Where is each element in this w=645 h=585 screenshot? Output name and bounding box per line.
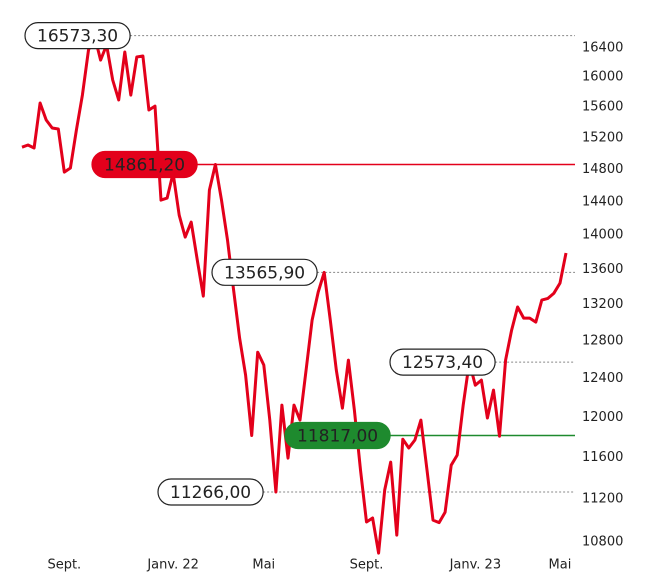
annotation-label: 12573,40 bbox=[402, 353, 483, 373]
annotation-label: 16573,30 bbox=[37, 27, 118, 47]
annotation: 11817,00 bbox=[284, 421, 391, 450]
y-tick-label: 13200 bbox=[582, 297, 623, 312]
annotation-lines bbox=[130, 35, 575, 493]
annotation-box bbox=[157, 478, 264, 506]
annotation: 12573,40 bbox=[389, 348, 496, 376]
y-tick-label: 14800 bbox=[582, 162, 623, 177]
x-tick-label: Sept. bbox=[47, 558, 81, 573]
y-tick-label: 10800 bbox=[582, 534, 623, 549]
y-tick-label: 12400 bbox=[582, 371, 623, 386]
x-tick-label: Mai bbox=[252, 558, 275, 573]
x-tick-label: Janv. 22 bbox=[146, 558, 199, 573]
y-tick-label: 12800 bbox=[582, 334, 623, 349]
y-tick-label: 13600 bbox=[582, 262, 623, 277]
annotation-box bbox=[389, 348, 496, 376]
annotation-label: 11266,00 bbox=[170, 483, 251, 503]
annotation-box bbox=[284, 421, 391, 450]
annotation-label: 14861,20 bbox=[104, 156, 185, 176]
price-line bbox=[21, 34, 568, 555]
y-tick-label: 15200 bbox=[582, 130, 623, 145]
annotation: 16573,30 bbox=[24, 22, 131, 50]
y-tick-label: 12000 bbox=[582, 410, 623, 425]
y-tick-label: 15600 bbox=[582, 100, 623, 115]
annotation-label: 11817,00 bbox=[297, 427, 378, 447]
y-tick-label: 11600 bbox=[582, 450, 623, 465]
annotation: 14861,20 bbox=[91, 150, 198, 179]
x-tick-label: Mai bbox=[549, 558, 572, 573]
y-tick-label: 14000 bbox=[582, 228, 623, 243]
annotation-box bbox=[211, 258, 318, 286]
annotation: 11266,00 bbox=[157, 478, 264, 506]
y-tick-label: 16400 bbox=[582, 41, 623, 56]
annotation: 13565,90 bbox=[211, 258, 318, 286]
y-tick-label: 11200 bbox=[582, 491, 623, 506]
y-tick-label: 16000 bbox=[582, 70, 623, 85]
annotation-box bbox=[91, 150, 198, 179]
annotation-box bbox=[24, 22, 131, 50]
y-tick-label: 14400 bbox=[582, 194, 623, 209]
x-tick-label: Sept. bbox=[350, 558, 384, 573]
annotation-label: 13565,90 bbox=[224, 263, 305, 283]
x-tick-label: Janv. 23 bbox=[449, 558, 502, 573]
